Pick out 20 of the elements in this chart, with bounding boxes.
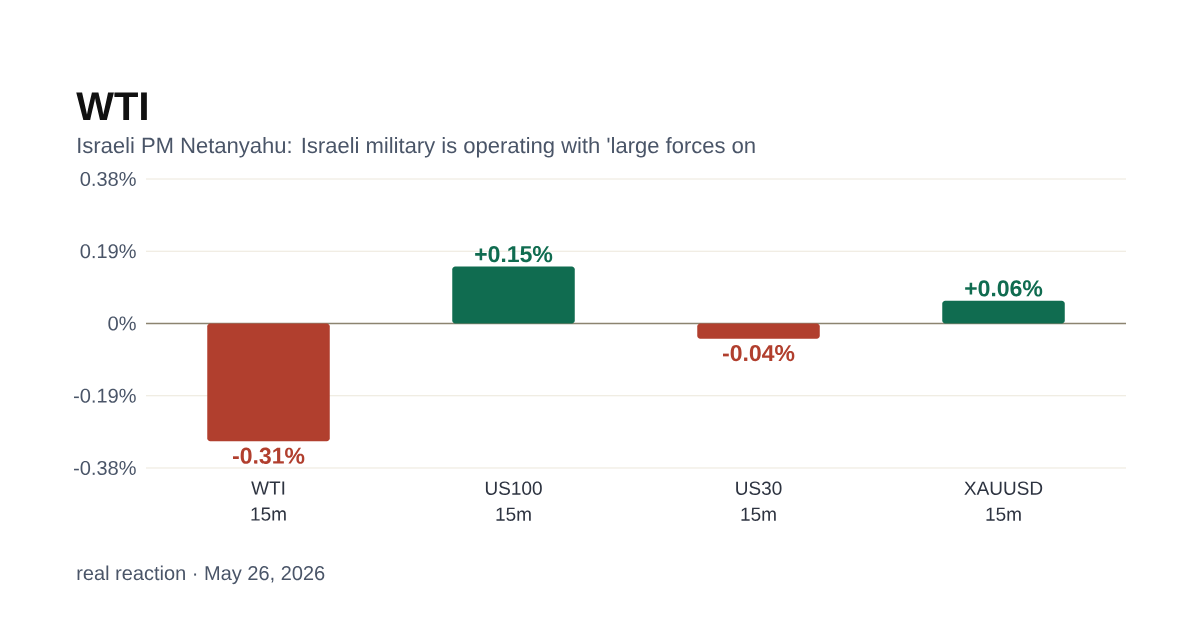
text: real reaction · May 26, 2026 xyxy=(77,565,325,585)
y-tick-label: 0% xyxy=(108,316,136,331)
y-tick-label: 0.19% xyxy=(80,244,136,259)
chart-subtitle: Israeli PM Netanyahu: Israeli military is operating with 'large forces on xyxy=(78,137,755,158)
x-tick-label: XAUUSD 15m xyxy=(964,481,1043,521)
bar xyxy=(452,266,575,324)
x-tick-label: US100 15m xyxy=(485,481,542,521)
data-label: +0.06% xyxy=(965,280,1043,297)
x-tick-label: WTI 15m xyxy=(251,481,286,521)
y-tick-label: 0.38% xyxy=(80,171,136,187)
data-label: -0.31% xyxy=(232,447,305,464)
bar xyxy=(697,323,820,339)
y-tick-label: -0.38% xyxy=(74,460,136,476)
data-label: -0.04% xyxy=(722,344,795,362)
chart-title: WTI xyxy=(76,92,147,120)
bar xyxy=(942,300,1065,324)
data-label: +0.15% xyxy=(475,245,553,263)
bar xyxy=(207,323,330,442)
x-tick-label: US30 15m xyxy=(736,481,782,521)
y-tick-label: -0.19% xyxy=(74,388,136,403)
